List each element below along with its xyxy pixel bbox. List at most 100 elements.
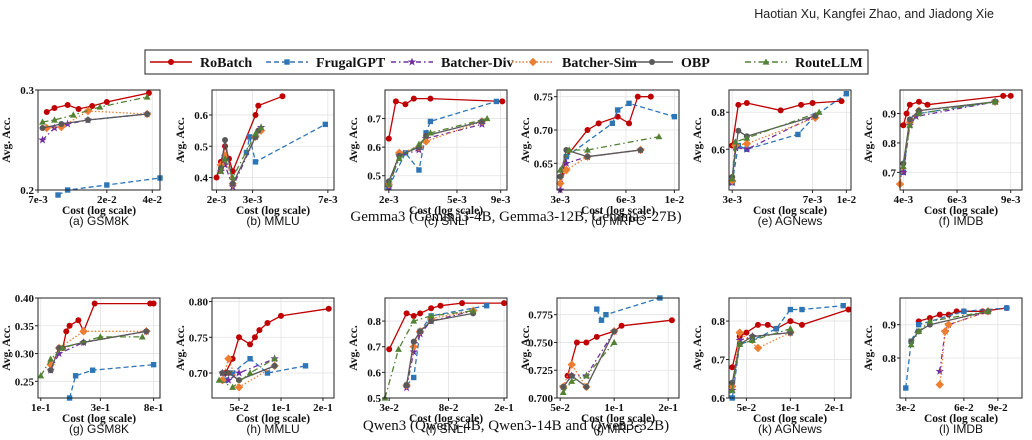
x-tick-label: 1e-1 <box>31 402 51 414</box>
series-line <box>731 111 820 179</box>
series-line <box>559 136 660 171</box>
x-tick-label: 5e-2 <box>229 402 249 414</box>
legend-item-obp: OBP <box>631 56 710 71</box>
series-line <box>939 310 989 385</box>
data-point <box>213 174 220 181</box>
legend-marker <box>168 59 174 65</box>
legend-label: RouteLLM <box>795 56 863 71</box>
plot-frame <box>556 297 680 399</box>
data-point <box>735 335 744 344</box>
data-point <box>409 347 418 356</box>
data-point <box>556 179 565 188</box>
x-tick-label: 6e-3 <box>616 194 636 206</box>
series-robatch <box>43 90 152 115</box>
series-line <box>46 110 148 129</box>
y-tick-label: 0.2 <box>20 185 34 197</box>
x-axis-label: Cost (log scale) <box>924 205 998 217</box>
subplot-caption: (b) MMLU <box>246 214 299 228</box>
x-tick-label: 9e-3 <box>1001 194 1021 206</box>
subplot-caption: (j) MRPC <box>593 422 643 436</box>
data-point <box>423 132 430 139</box>
series-routellm <box>907 307 992 348</box>
data-point <box>417 310 424 317</box>
series-line <box>388 117 488 185</box>
data-point <box>229 383 237 390</box>
row1-caption: Gemma3 (Gemma3-4B, Gemma3-12B, Gemma3-27… <box>350 209 682 225</box>
chart-panel-5: 0.6 0.8 3e-3 7e-3 1e-2 Cost (log scale) Avg. A… <box>692 89 857 228</box>
subplot-caption: (d) MRPC <box>591 214 645 228</box>
plot-frame <box>899 297 1023 399</box>
data-point <box>626 100 632 107</box>
y-tick-label: 0.700 <box>528 393 553 405</box>
legend-item-robatch: RoBatch <box>150 56 252 71</box>
data-point <box>403 382 410 389</box>
legend-item-routellm: RouteLLM <box>745 56 863 71</box>
data-point <box>795 131 801 138</box>
x-axis-label: Cost (log scale) <box>409 205 483 217</box>
data-point <box>416 167 422 173</box>
data-point <box>483 302 490 309</box>
data-point <box>583 339 590 346</box>
x-tick-label: 2e-1 <box>825 402 845 414</box>
data-point <box>234 383 244 392</box>
data-point <box>322 121 328 128</box>
series-line <box>388 302 504 350</box>
subplot-caption: (c) SNLI <box>424 214 468 228</box>
data-point <box>749 336 756 343</box>
series-line <box>902 101 996 173</box>
data-point <box>385 180 393 187</box>
y-tick-label: 0.8 <box>882 353 896 365</box>
data-point <box>903 385 909 391</box>
subplot-caption: (h) MMLU <box>246 422 299 436</box>
data-point <box>499 98 506 105</box>
data-point <box>144 111 151 117</box>
data-point <box>809 99 816 106</box>
data-point <box>614 107 621 113</box>
data-point <box>75 106 82 112</box>
series-line <box>559 149 641 184</box>
x-axis-label: Cost (log scale) <box>62 205 136 217</box>
series-frugalgpt <box>729 302 846 401</box>
x-tick-label: 1e-2 <box>665 194 685 206</box>
y-tick-label: 0.9 <box>882 320 896 332</box>
data-point <box>935 366 944 375</box>
data-point <box>385 135 392 142</box>
subplot-caption: (g) GSM8K <box>69 422 129 436</box>
data-point <box>271 362 278 369</box>
data-point <box>386 346 393 353</box>
data-point <box>103 99 110 105</box>
data-point <box>410 317 418 324</box>
x-axis-label: Cost (log scale) <box>581 205 655 217</box>
x-axis-label: Cost (log scale) <box>409 413 483 425</box>
data-point <box>51 105 58 111</box>
y-tick-label: 0.7 <box>367 114 381 126</box>
chart-panel-3: 0.5 0.6 0.7 2e-3 5e-3 9e-3 Cost (log scale) Avg… <box>348 89 511 228</box>
data-point <box>469 307 477 314</box>
y-axis-label: Avg. Acc. <box>692 117 704 163</box>
series-line <box>731 115 816 178</box>
data-point <box>143 328 150 335</box>
data-point <box>798 321 805 328</box>
series-routellm <box>215 355 279 390</box>
data-point <box>224 354 233 363</box>
data-point <box>252 130 259 137</box>
legend-label: Batcher-Div <box>441 56 514 71</box>
data-point <box>409 342 418 351</box>
legend-label: FrugalGPT <box>316 56 386 71</box>
series-line <box>388 97 503 139</box>
x-tick-label: 2e-3 <box>207 194 227 206</box>
x-tick-label: 5e-2 <box>737 402 757 414</box>
data-point <box>936 311 943 318</box>
chart-panel-7: 0.25 0.30 0.35 0.40 1e-1 3e-1 8e-1 Cost (log sc… <box>1 293 163 436</box>
series-routellm <box>385 114 491 187</box>
data-point <box>246 369 254 376</box>
data-point <box>843 91 850 97</box>
data-point <box>417 328 424 335</box>
subplot-caption: (e) AGNews <box>758 214 823 228</box>
data-point <box>247 356 253 362</box>
series-line <box>68 364 154 399</box>
data-point <box>66 322 73 329</box>
series-line <box>562 330 615 388</box>
